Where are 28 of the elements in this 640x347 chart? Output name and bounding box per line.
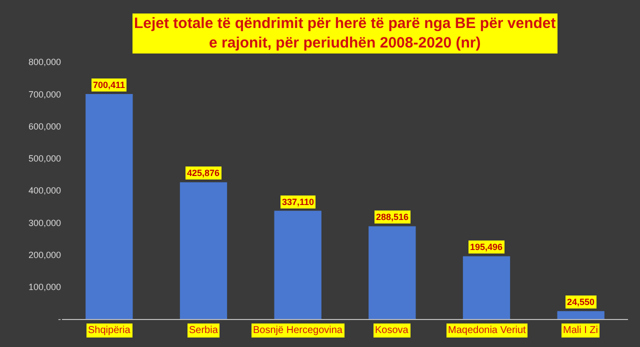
data-label: 337,110 (282, 197, 314, 207)
y-tick-label: - (58, 314, 61, 324)
y-tick-label: 400,000 (28, 186, 61, 196)
x-tick-label: Serbia (189, 325, 218, 336)
y-tick-label: 600,000 (28, 121, 61, 132)
bar (368, 226, 416, 319)
chart-title: Lejet totale të qëndrimit për herë të parë nga BE për vendet e rajonit, për periudhën 2008-2020 (nr) (134, 15, 556, 52)
x-tick-label: Shqipëria (88, 325, 131, 336)
y-tick-label: 500,000 (28, 154, 61, 164)
x-tick-label: Bosnjë Hercegovina (253, 325, 343, 336)
y-tick-label: 100,000 (28, 282, 61, 292)
y-tick-label: 200,000 (28, 250, 61, 260)
data-label: 195,496 (470, 242, 503, 252)
y-tick-label: 700,000 (28, 89, 61, 100)
bar (274, 210, 322, 319)
data-label: 425,876 (187, 168, 220, 178)
bar (86, 94, 133, 319)
bar (557, 311, 604, 319)
data-label: 288,516 (376, 212, 409, 222)
x-tick-label: Maqedonia Veriut (448, 325, 526, 336)
x-tick-label: Kosova (375, 325, 409, 336)
bar (462, 256, 510, 319)
data-label: 700,411 (93, 80, 126, 90)
x-tick-label: Mali I Zi (563, 325, 598, 336)
bar (180, 182, 228, 319)
y-tick-label: 300,000 (28, 218, 61, 228)
data-label: 24,550 (567, 297, 595, 307)
y-tick-label: 800,000 (28, 57, 61, 68)
